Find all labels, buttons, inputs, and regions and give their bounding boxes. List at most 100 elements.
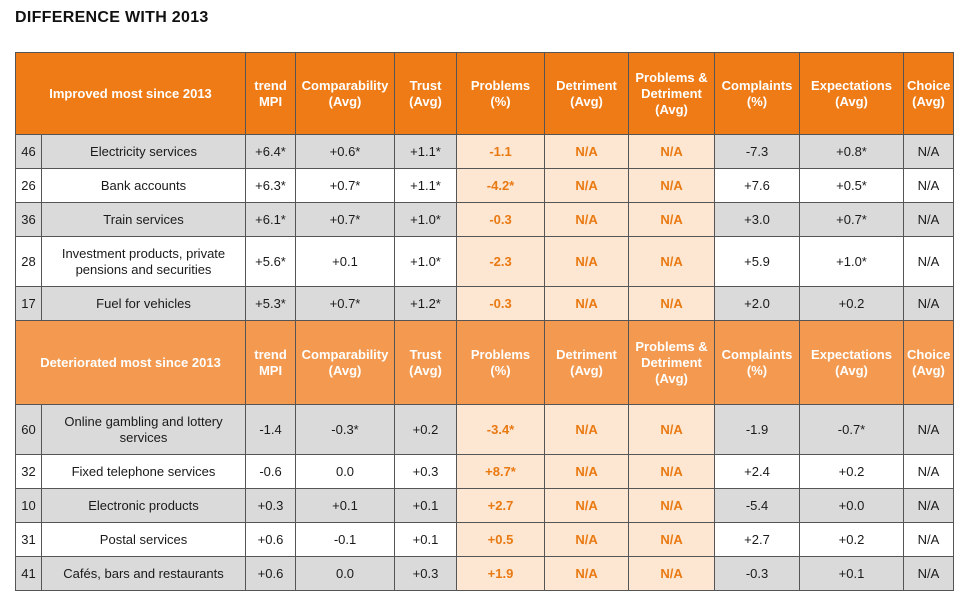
trend-cell: +6.4* (245, 134, 297, 169)
trust-cell: +0.1 (394, 522, 458, 557)
detriment-cell: N/A (544, 556, 630, 591)
problems-detriment-cell: N/A (628, 134, 716, 169)
rank-cell: 17 (15, 286, 42, 321)
rank-cell: 60 (15, 404, 42, 455)
table-row: 36 Train services +6.1* +0.7* +1.0* -0.3 N/A N/… (15, 202, 955, 237)
problems-detriment-cell: N/A (628, 556, 716, 591)
trust-cell: +0.1 (394, 488, 458, 523)
comparability-cell: +0.7* (295, 286, 396, 321)
market-name-cell: Electricity services (40, 134, 247, 169)
market-name-cell: Cafés, bars and restaurants (40, 556, 247, 591)
expectations-cell: +0.1 (799, 556, 905, 591)
trend-cell: -0.6 (245, 454, 297, 489)
complaints-cell: -7.3 (714, 134, 801, 169)
expectations-cell: +0.2 (799, 454, 905, 489)
choice-cell: N/A (903, 454, 955, 489)
problems-cell: +0.5 (456, 522, 546, 557)
problems-cell: -0.3 (456, 202, 546, 237)
trend-cell: +0.6 (245, 556, 297, 591)
market-name-cell: Online gambling and lottery services (40, 404, 247, 455)
complaints-cell: +2.0 (714, 286, 801, 321)
expectations-cell: +0.2 (799, 286, 905, 321)
table-row: 60 Online gambling and lottery services -1… (15, 404, 955, 455)
detriment-cell: N/A (544, 202, 630, 237)
problems-detriment-cell: N/A (628, 236, 716, 287)
problems-cell: -2.3 (456, 236, 546, 287)
trend-cell: -1.4 (245, 404, 297, 455)
complaints-cell: -0.3 (714, 556, 801, 591)
comparability-cell: -0.3* (295, 404, 396, 455)
choice-cell: N/A (903, 404, 955, 455)
rank-cell: 26 (15, 168, 42, 203)
table-row: 17 Fuel for vehicles +5.3* +0.7* +1.2* -0.3 N/… (15, 286, 955, 321)
market-name-cell: Fixed telephone services (40, 454, 247, 489)
problems-detriment-cell: N/A (628, 168, 716, 203)
trust-cell: +1.0* (394, 202, 458, 237)
comparability-cell: +0.6* (295, 134, 396, 169)
column-header-comparability: Comparability (Avg) (295, 320, 396, 405)
table-row: 31 Postal services +0.6 -0.1 +0.1 +0.5 N/A N/A +… (15, 522, 955, 557)
trust-cell: +0.3 (394, 556, 458, 591)
improved-header-row: Improved most since 2013 trend MPI Compara… (14, 52, 955, 135)
detriment-cell: N/A (544, 454, 630, 489)
column-header-choice: Choice (Avg) (903, 52, 955, 135)
trend-cell: +5.6* (245, 236, 297, 287)
expectations-cell: +0.0 (799, 488, 905, 523)
problems-detriment-cell: N/A (628, 404, 716, 455)
problems-cell: -4.2* (456, 168, 546, 203)
expectations-cell: +0.2 (799, 522, 905, 557)
column-header-detriment: Detriment (Avg) (544, 52, 630, 135)
detriment-cell: N/A (544, 236, 630, 287)
comparability-cell: +0.7* (295, 202, 396, 237)
trend-cell: +0.3 (245, 488, 297, 523)
rank-cell: 36 (15, 202, 42, 237)
complaints-cell: -1.9 (714, 404, 801, 455)
market-name-cell: Train services (40, 202, 247, 237)
comparability-cell: +0.7* (295, 168, 396, 203)
rank-cell: 46 (15, 134, 42, 169)
detriment-cell: N/A (544, 488, 630, 523)
column-header-problems-detriment: Problems & Detriment (Avg) (628, 320, 716, 405)
comparability-cell: -0.1 (295, 522, 396, 557)
rank-cell: 28 (15, 236, 42, 287)
column-header-expectations: Expectations (Avg) (799, 52, 905, 135)
comparability-cell: 0.0 (295, 454, 396, 489)
problems-cell: +8.7* (456, 454, 546, 489)
market-name-cell: Investment products, private pensions an… (40, 236, 247, 287)
detriment-cell: N/A (544, 404, 630, 455)
deteriorated-section-heading: Deteriorated most since 2013 (14, 320, 247, 405)
expectations-cell: +0.7* (799, 202, 905, 237)
rank-cell: 32 (15, 454, 42, 489)
table-row: 10 Electronic products +0.3 +0.1 +0.1 +2.7 N/A… (15, 488, 955, 523)
rank-cell: 10 (15, 488, 42, 523)
market-name-cell: Bank accounts (40, 168, 247, 203)
trust-cell: +1.1* (394, 134, 458, 169)
choice-cell: N/A (903, 202, 955, 237)
rank-cell: 41 (15, 556, 42, 591)
problems-detriment-cell: N/A (628, 202, 716, 237)
trust-cell: +0.2 (394, 404, 458, 455)
column-header-trend-mpi: trend MPI (245, 320, 297, 405)
problems-detriment-cell: N/A (628, 454, 716, 489)
market-difference-table: Improved most since 2013 trend MPI Compara… (14, 52, 955, 591)
detriment-cell: N/A (544, 168, 630, 203)
column-header-problems: Problems (%) (456, 320, 546, 405)
problems-cell: -0.3 (456, 286, 546, 321)
comparability-cell: +0.1 (295, 488, 396, 523)
trend-cell: +0.6 (245, 522, 297, 557)
problems-detriment-cell: N/A (628, 286, 716, 321)
column-header-trust: Trust (Avg) (394, 52, 458, 135)
market-name-cell: Fuel for vehicles (40, 286, 247, 321)
complaints-cell: -5.4 (714, 488, 801, 523)
problems-detriment-cell: N/A (628, 522, 716, 557)
column-header-problems-detriment: Problems & Detriment (Avg) (628, 52, 716, 135)
table-row: 41 Cafés, bars and restaurants +0.6 0.0 +0.3… (15, 556, 955, 591)
column-header-choice: Choice (Avg) (903, 320, 955, 405)
column-header-detriment: Detriment (Avg) (544, 320, 630, 405)
detriment-cell: N/A (544, 522, 630, 557)
trust-cell: +1.1* (394, 168, 458, 203)
expectations-cell: -0.7* (799, 404, 905, 455)
trust-cell: +0.3 (394, 454, 458, 489)
table-row: 32 Fixed telephone services -0.6 0.0 +0.3 +8.… (15, 454, 955, 489)
choice-cell: N/A (903, 168, 955, 203)
